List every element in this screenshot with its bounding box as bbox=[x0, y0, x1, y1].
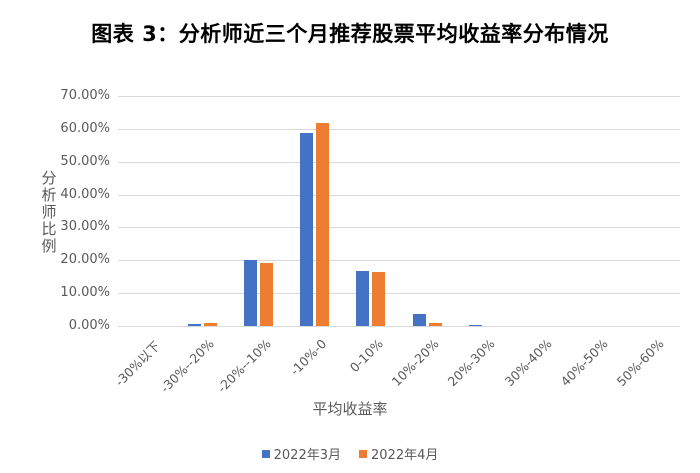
x-tick-label: -30%--20% bbox=[157, 336, 218, 396]
gridline bbox=[118, 227, 680, 229]
y-tick-label: 70.00% bbox=[60, 88, 110, 103]
y-tick-label: 20.00% bbox=[60, 252, 110, 268]
x-tick-label: -10%-0 bbox=[286, 336, 330, 379]
legend-item-april: 2022年4月 bbox=[359, 444, 438, 463]
bar bbox=[428, 322, 442, 326]
legend-swatch-april bbox=[359, 449, 367, 458]
x-tick-label: -20%--10% bbox=[213, 336, 274, 396]
x-tick-label: 20%-30% bbox=[444, 336, 498, 390]
y-tick-label: 60.00% bbox=[60, 120, 110, 136]
gridline bbox=[118, 128, 680, 130]
bar bbox=[468, 324, 482, 326]
gridline bbox=[118, 293, 680, 295]
x-tick-label: 30%-40% bbox=[501, 336, 555, 390]
legend-label-april: 2022年4月 bbox=[371, 448, 439, 463]
bar bbox=[300, 133, 314, 326]
legend-item-march: 2022年3月 bbox=[261, 444, 341, 463]
gridline bbox=[118, 260, 680, 262]
y-tick-label: 0.00% bbox=[68, 318, 110, 333]
bar bbox=[372, 272, 386, 326]
legend: 2022年3月 2022年4月 bbox=[0, 444, 700, 463]
legend-swatch-march bbox=[261, 449, 270, 458]
gridline bbox=[118, 161, 680, 163]
y-tick-label: 50.00% bbox=[60, 153, 110, 169]
x-tick-label: 0-10% bbox=[346, 336, 386, 376]
x-axis-label: 平均收益率 bbox=[312, 400, 388, 418]
legend-label-march: 2022年3月 bbox=[273, 448, 341, 463]
bar bbox=[356, 271, 370, 326]
y-axis-label: 分析师比例 bbox=[41, 169, 57, 255]
gridline bbox=[118, 96, 680, 97]
gridline bbox=[118, 194, 680, 196]
x-tick-label: 50%-60% bbox=[613, 336, 667, 390]
x-tick-label: 10%-20% bbox=[388, 336, 442, 390]
bar bbox=[316, 123, 330, 326]
bar bbox=[203, 323, 217, 326]
y-tick-label: 10.00% bbox=[60, 285, 110, 301]
bar bbox=[244, 260, 257, 326]
x-tick-label: 40%-50% bbox=[557, 336, 611, 390]
bar bbox=[187, 324, 201, 326]
bar bbox=[260, 262, 273, 326]
y-tick-label: 40.00% bbox=[60, 186, 110, 202]
chart-title: 图表 3：分析师近三个月推荐股票平均收益率分布情况 bbox=[91, 22, 609, 46]
x-tick-label: -30%以下 bbox=[111, 338, 164, 390]
y-tick-label: 30.00% bbox=[60, 219, 110, 235]
bar bbox=[412, 314, 426, 326]
gridline bbox=[118, 326, 680, 327]
